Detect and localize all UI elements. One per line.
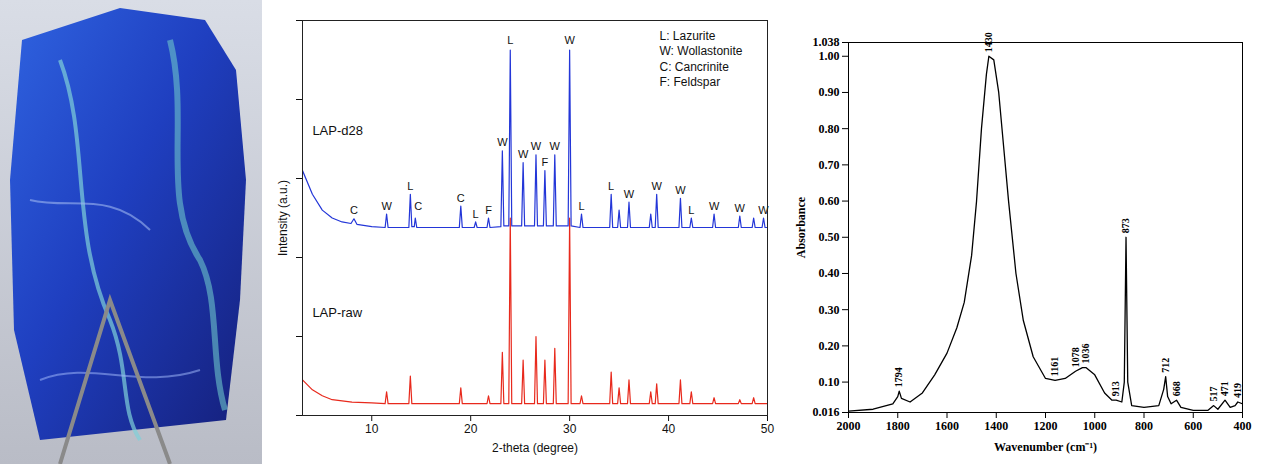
svg-text:W: W <box>518 148 529 160</box>
svg-text:668: 668 <box>1171 381 1182 396</box>
svg-text:1078: 1078 <box>1069 347 1081 368</box>
svg-text:LAP-d28: LAP-d28 <box>312 123 363 138</box>
svg-text:1161: 1161 <box>1049 357 1060 376</box>
svg-text:F: F <box>542 156 549 168</box>
svg-text:W: W <box>675 184 686 196</box>
svg-text:Wavenumber (cm⁻¹): Wavenumber (cm⁻¹) <box>994 440 1097 454</box>
svg-text:0.60: 0.60 <box>819 194 840 208</box>
svg-text:1794: 1794 <box>893 367 904 387</box>
svg-text:0.10: 0.10 <box>819 375 840 389</box>
svg-text:W: W <box>497 136 508 148</box>
svg-text:913: 913 <box>1110 381 1121 396</box>
svg-text:0.40: 0.40 <box>819 266 840 280</box>
svg-text:10: 10 <box>365 422 379 436</box>
svg-text:W: W <box>735 202 746 214</box>
svg-text:W: W <box>758 203 769 216</box>
svg-text:C: C <box>350 204 358 216</box>
svg-text:0.50: 0.50 <box>819 230 840 244</box>
svg-text:W: W <box>624 188 635 200</box>
svg-text:Absorbance: Absorbance <box>794 196 808 258</box>
svg-text:1430: 1430 <box>983 32 995 53</box>
svg-text:W: W <box>381 200 392 212</box>
svg-text:0.30: 0.30 <box>819 303 840 317</box>
svg-text:C: C <box>457 192 465 204</box>
svg-text:W: W <box>651 180 662 192</box>
svg-text:0.90: 0.90 <box>819 85 840 99</box>
svg-text:600: 600 <box>1184 419 1202 433</box>
svg-text:W: W <box>531 140 542 152</box>
svg-text:W: W <box>550 140 561 152</box>
svg-text:712: 712 <box>1160 358 1171 373</box>
svg-text:517: 517 <box>1208 387 1219 402</box>
svg-text:1600: 1600 <box>935 419 959 433</box>
svg-text:873: 873 <box>1120 218 1131 233</box>
svg-text:L: L <box>473 208 479 220</box>
svg-text:L: L <box>407 180 413 192</box>
svg-text:L: L <box>608 180 614 192</box>
svg-text:1.00: 1.00 <box>819 49 840 63</box>
svg-text:F: F <box>485 204 492 216</box>
svg-text:0.80: 0.80 <box>819 122 840 136</box>
svg-text:2000: 2000 <box>837 419 861 433</box>
svg-text:1400: 1400 <box>984 419 1008 433</box>
svg-text:1000: 1000 <box>1083 419 1107 433</box>
svg-text:419: 419 <box>1232 383 1243 398</box>
svg-text:L: L <box>578 200 584 212</box>
svg-text:2-theta (degree): 2-theta (degree) <box>492 441 578 455</box>
svg-text:0.70: 0.70 <box>819 158 840 172</box>
svg-text:1200: 1200 <box>1034 419 1058 433</box>
svg-text:C: C <box>414 200 422 212</box>
svg-text:W: W <box>564 34 575 46</box>
svg-text:50: 50 <box>761 422 775 436</box>
svg-text:20: 20 <box>464 422 478 436</box>
svg-text:1036: 1036 <box>1080 344 1091 364</box>
svg-text:LAP-raw: LAP-raw <box>312 305 362 320</box>
svg-text:800: 800 <box>1135 419 1153 433</box>
svg-text:Intensity (a.u.): Intensity (a.u.) <box>276 180 290 256</box>
svg-text:30: 30 <box>563 422 577 436</box>
svg-text:L: L <box>688 204 694 216</box>
svg-text:1.038: 1.038 <box>813 35 840 49</box>
svg-text:40: 40 <box>662 422 676 436</box>
svg-text:W: W <box>709 200 720 212</box>
svg-text:400: 400 <box>1234 419 1252 433</box>
svg-text:471: 471 <box>1219 381 1230 396</box>
svg-text:L: L <box>507 34 513 46</box>
svg-text:L: LazuriteW: WollastoniteC: C: L: LazuriteW: WollastoniteC: CancriniteF… <box>660 29 743 90</box>
svg-text:0.20: 0.20 <box>819 339 840 353</box>
svg-text:0.016: 0.016 <box>813 405 840 419</box>
svg-text:1800: 1800 <box>886 419 910 433</box>
